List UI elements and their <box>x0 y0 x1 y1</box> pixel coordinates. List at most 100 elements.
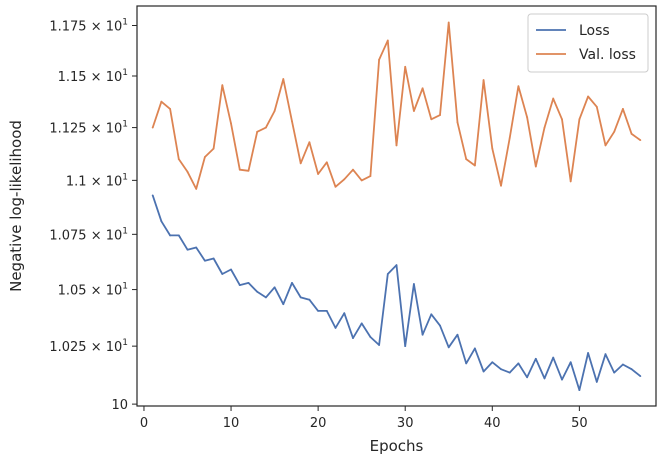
data-point-loss <box>230 268 232 271</box>
data-point-loss <box>630 368 633 371</box>
y-tick-label: 1.15 × 101 <box>58 68 128 85</box>
data-point-val-loss <box>334 185 337 188</box>
y-tick-label: 1.075 × 101 <box>49 226 128 243</box>
x-axis-label: Epochs <box>370 437 424 455</box>
y-axis-ticks: 10 1.025 × 101 1.05 × 101 1.075 × 101 1.1 × … <box>49 18 137 413</box>
x-tick-label: 40 <box>484 416 501 431</box>
data-point-val-loss <box>508 137 511 139</box>
data-point-val-loss <box>256 130 259 133</box>
data-point-val-loss <box>386 39 389 42</box>
data-point-val-loss <box>378 58 380 61</box>
data-point-val-loss <box>395 144 398 147</box>
data-point-loss <box>256 290 259 293</box>
series-points-loss <box>151 194 642 391</box>
data-point-val-loss <box>630 132 633 135</box>
data-point-val-loss <box>352 168 354 171</box>
data-point-val-loss <box>587 95 589 98</box>
data-point-val-loss <box>595 105 598 108</box>
data-point-val-loss <box>273 110 276 112</box>
data-point-val-loss <box>622 107 624 110</box>
data-point-loss <box>212 257 215 260</box>
data-point-loss <box>534 357 537 360</box>
data-point-loss <box>595 381 598 383</box>
y-axis-label: Negative log-likelihood <box>7 120 25 292</box>
data-point-val-loss <box>177 158 180 161</box>
data-point-loss <box>299 296 302 299</box>
data-point-val-loss <box>212 147 215 150</box>
data-point-val-loss <box>230 122 232 125</box>
data-point-val-loss <box>151 126 154 129</box>
data-point-loss <box>517 362 520 365</box>
data-point-val-loss <box>447 21 450 24</box>
data-point-val-loss <box>421 87 424 90</box>
legend-box <box>527 13 649 73</box>
data-point-loss <box>639 375 642 378</box>
data-point-loss <box>186 248 189 251</box>
data-point-val-loss <box>238 168 241 171</box>
data-point-loss <box>378 344 380 346</box>
data-point-val-loss <box>439 114 441 117</box>
data-point-val-loss <box>369 175 372 177</box>
data-point-val-loss <box>491 147 494 150</box>
x-tick-label: 0 <box>140 416 148 431</box>
data-point-loss <box>204 259 206 262</box>
data-point-loss <box>456 333 459 336</box>
data-point-loss <box>473 347 476 350</box>
legend: Loss Val. loss <box>527 13 649 73</box>
data-point-val-loss <box>317 173 320 175</box>
data-point-loss <box>465 362 468 365</box>
data-point-loss <box>273 286 276 289</box>
x-axis-ticks: 0 10 20 30 40 50 <box>140 406 588 431</box>
data-point-loss <box>587 352 589 354</box>
data-point-loss <box>613 371 616 374</box>
data-point-loss <box>238 284 241 287</box>
data-point-loss <box>561 378 563 381</box>
data-point-val-loss <box>473 164 476 167</box>
data-point-loss <box>160 220 163 223</box>
data-point-val-loss <box>169 107 171 110</box>
data-point-val-loss <box>413 110 415 112</box>
data-point-loss <box>334 326 337 329</box>
data-point-loss <box>369 336 372 338</box>
data-point-val-loss <box>543 126 546 129</box>
data-point-val-loss <box>291 120 293 123</box>
legend-label: Val. loss <box>579 47 636 63</box>
y-tick-label: 10 <box>111 398 128 413</box>
data-point-loss <box>439 324 441 327</box>
data-point-val-loss <box>639 139 642 142</box>
data-point-val-loss <box>500 184 502 187</box>
data-point-val-loss <box>308 141 311 144</box>
data-point-loss <box>447 346 450 349</box>
data-point-loss <box>491 361 494 364</box>
data-point-loss <box>395 264 398 267</box>
data-point-loss <box>552 356 555 359</box>
data-point-loss <box>151 194 154 197</box>
data-point-loss <box>482 370 485 373</box>
data-point-loss <box>169 234 171 237</box>
data-point-val-loss <box>221 84 224 87</box>
data-point-val-loss <box>552 97 555 100</box>
data-point-loss <box>404 345 407 348</box>
series-line-loss <box>151 195 641 392</box>
data-point-val-loss <box>482 79 485 81</box>
data-point-loss <box>360 322 363 325</box>
data-point-loss <box>325 310 328 312</box>
y-tick-label: 1.05 × 101 <box>58 282 128 299</box>
data-point-loss <box>430 313 433 316</box>
data-point-val-loss <box>569 180 572 183</box>
data-point-loss <box>622 363 624 366</box>
data-point-val-loss <box>325 161 328 164</box>
data-point-val-loss <box>204 156 206 158</box>
data-point-loss <box>195 246 198 249</box>
data-point-val-loss <box>534 165 537 168</box>
data-point-val-loss <box>282 78 285 80</box>
data-point-loss <box>543 377 546 380</box>
data-point-loss <box>508 371 511 374</box>
data-point-loss <box>352 337 354 340</box>
series-points-val-loss <box>151 21 642 190</box>
data-point-loss <box>291 281 293 284</box>
series-layer <box>151 21 642 392</box>
data-point-val-loss <box>561 118 563 121</box>
data-point-loss <box>500 368 502 371</box>
